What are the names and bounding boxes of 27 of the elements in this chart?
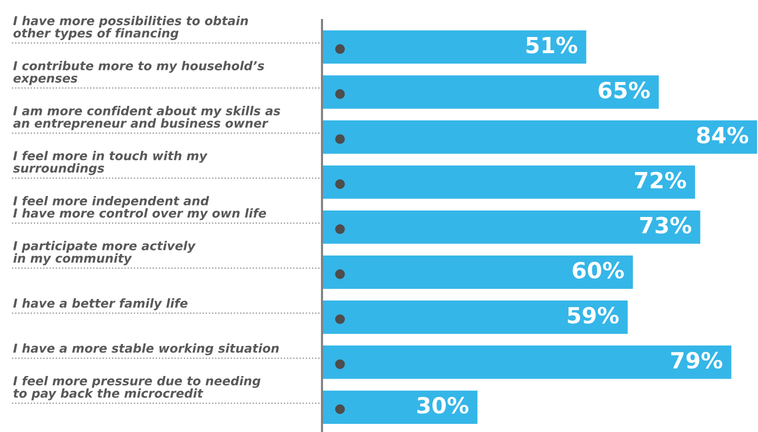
data-label: 60%: [572, 262, 624, 279]
y-tick-label: I have more possibilities to obtain other types of financing: [13, 16, 248, 40]
y-tick-label: I have a more stable working situation: [13, 343, 279, 356]
bar: [322, 390, 478, 424]
y-tick-label: I contribute more to my household’s expenses: [13, 60, 264, 86]
y-tick-label: I participate more actively in my community: [13, 240, 196, 266]
data-label: 84%: [697, 126, 748, 144]
data-label: 30%: [417, 396, 468, 414]
y-tick-label: I feel more pressure due to needing to pay back the microcredit: [13, 376, 260, 400]
data-label: 72%: [635, 172, 686, 189]
bar: [322, 120, 758, 154]
bar: [322, 346, 732, 379]
data-label: 51%: [526, 36, 578, 54]
bar: [322, 30, 586, 64]
data-label: 79%: [671, 352, 722, 369]
bar: [322, 300, 628, 334]
bar: [322, 165, 696, 199]
data-label: 59%: [568, 306, 619, 324]
bar: [322, 255, 633, 289]
bar: [322, 210, 700, 244]
y-tick-label: I have a better family life: [13, 298, 188, 310]
y-tick-label: I am more confident about my skills as an entrepreneur and business owner: [13, 106, 280, 130]
data-label: 73%: [640, 216, 692, 234]
data-label: 65%: [598, 82, 650, 98]
y-tick-label: I feel more independent and I have more control over my own life: [13, 196, 266, 220]
y-tick-label: I feel more in touch with my surroundings: [13, 150, 208, 176]
bar: [322, 75, 659, 109]
